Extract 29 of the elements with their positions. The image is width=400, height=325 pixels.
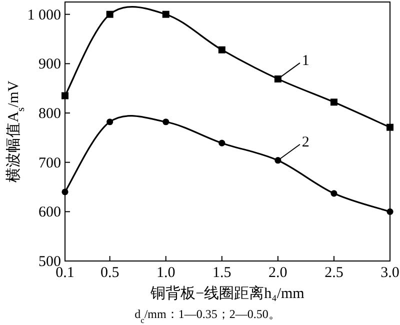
point (330, 98, 338, 106)
x-axis-title: 铜背板−线圈距离h₄/mm (150, 285, 305, 302)
legend-label: 2 (302, 134, 310, 150)
x-tick-label: 3.0 (380, 265, 400, 281)
y-tick-label: 600 (38, 204, 61, 221)
point (62, 188, 68, 196)
y-tick-label: 1 000 (27, 7, 61, 24)
point (106, 118, 114, 126)
y-tick-label: 700 (38, 155, 61, 172)
point (218, 46, 226, 54)
point (274, 75, 282, 82)
point (386, 208, 394, 215)
x-tick-label: 1.0 (156, 265, 176, 281)
x-tick-label: 2.5 (324, 265, 344, 281)
point (162, 118, 170, 126)
point (218, 140, 226, 146)
point (386, 124, 394, 131)
text: d$_{c}$/mm：1—0.35；2—0.50。 (134, 307, 280, 324)
y-tick-label: 800 (38, 106, 61, 122)
x-tick-label: 2.0 (268, 265, 288, 281)
point (106, 10, 114, 18)
point (62, 92, 68, 100)
x-tick-label: 0.5 (100, 265, 120, 281)
x-tick-label: 1.5 (212, 265, 232, 281)
point (162, 10, 170, 18)
y-tick-label: 900 (38, 56, 61, 73)
point (330, 190, 338, 197)
x-tick-label: 0.1 (56, 265, 74, 281)
legend-label: 1 (302, 52, 310, 69)
